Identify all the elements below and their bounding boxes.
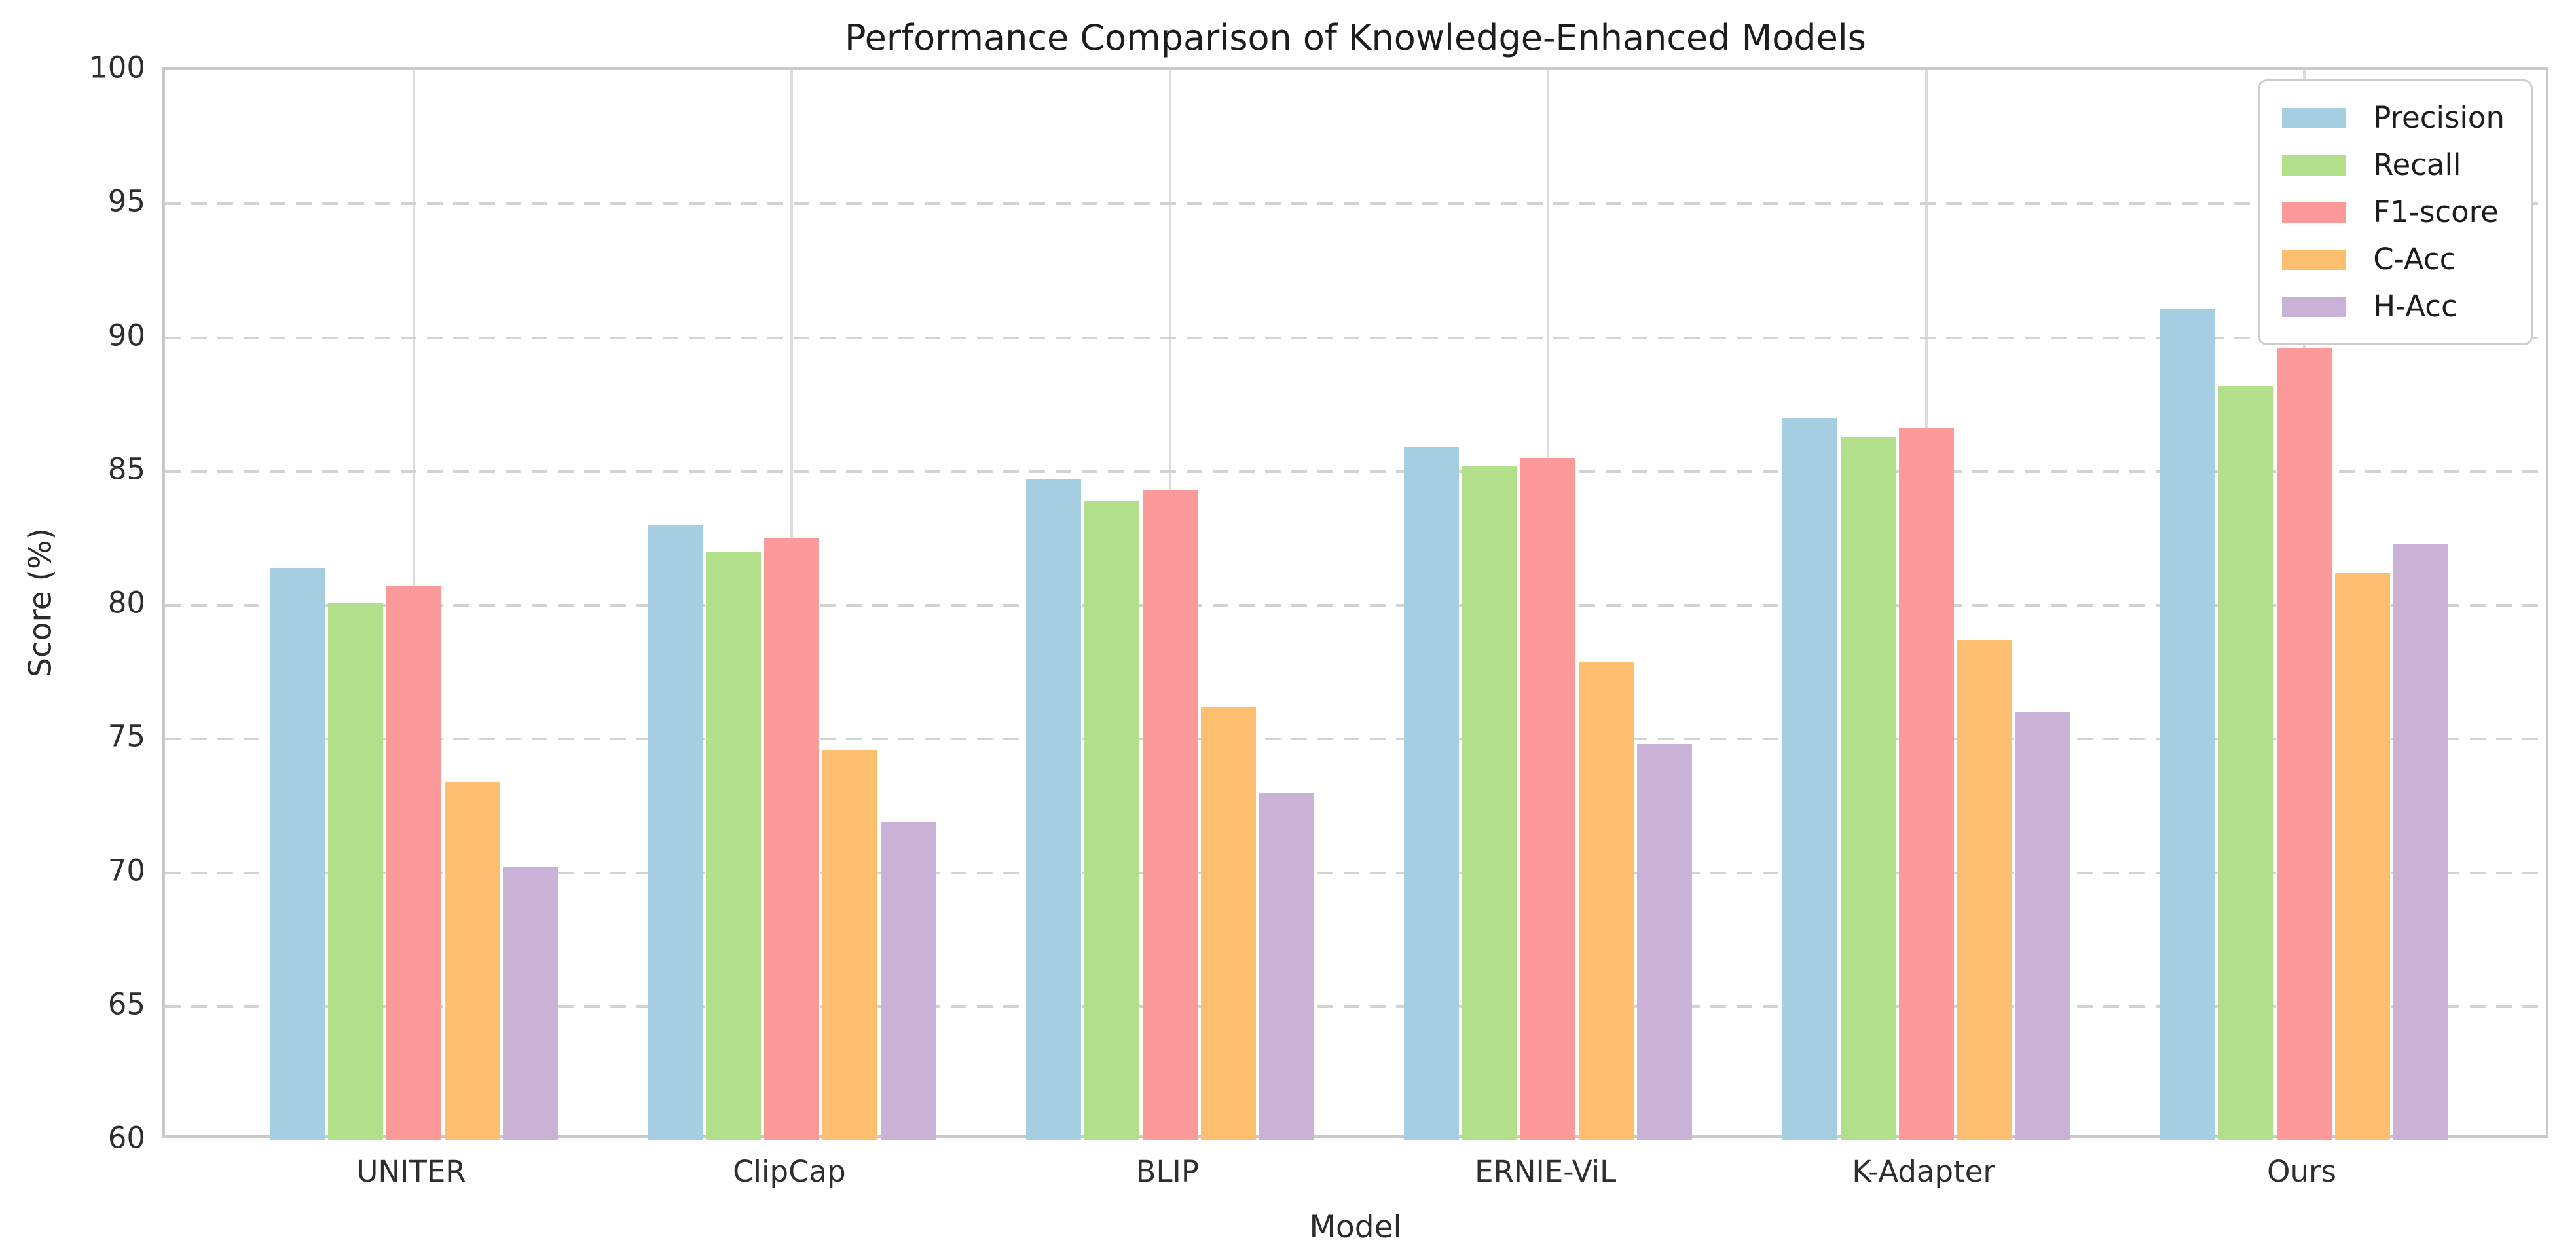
bar-recall-clipcap — [706, 552, 762, 1140]
x-axis-label: Model — [1309, 1209, 1402, 1245]
legend-item-c-acc: C-Acc — [2282, 242, 2505, 276]
legend: Precision Recall F1-score C-Acc H-Acc — [2258, 79, 2533, 345]
legend-label-recall: Recall — [2373, 147, 2461, 182]
legend-label-h-acc: H-Acc — [2373, 289, 2457, 324]
legend-item-h-acc: H-Acc — [2282, 290, 2505, 324]
plot-area: Precision Recall F1-score C-Acc H-Acc — [162, 67, 2548, 1140]
bar-c-acc-ernie-vil — [1579, 661, 1634, 1140]
legend-item-precision: Precision — [2282, 101, 2505, 135]
bar-recall-ours — [2218, 386, 2273, 1140]
x-tick-uniter: UNITER — [356, 1154, 466, 1189]
legend-item-f1-score: F1-score — [2282, 195, 2505, 229]
y-tick-65: 65 — [107, 987, 145, 1022]
chart-title: Performance Comparison of Knowledge-Enha… — [845, 17, 1866, 58]
y-gridline-80 — [165, 604, 2546, 607]
y-tick-85: 85 — [107, 451, 145, 487]
y-gridline-90 — [165, 336, 2546, 339]
bar-f1-score-k-adapter — [1898, 428, 1954, 1140]
bar-c-acc-k-adapter — [1957, 640, 2012, 1140]
bar-c-acc-blip — [1200, 707, 1256, 1140]
x-tick-ernie-vil: ERNIE-ViL — [1475, 1154, 1617, 1189]
legend-swatch-f1-score — [2282, 202, 2346, 223]
y-tick-100: 100 — [89, 50, 145, 85]
y-tick-80: 80 — [107, 585, 145, 620]
bar-precision-ours — [2160, 308, 2215, 1140]
bar-precision-k-adapter — [1782, 418, 1837, 1140]
legend-swatch-h-acc — [2282, 296, 2346, 317]
bar-f1-score-blip — [1142, 490, 1198, 1140]
bar-recall-blip — [1084, 500, 1139, 1140]
y-gridline-65 — [165, 1005, 2546, 1008]
bar-precision-ernie-vil — [1404, 447, 1460, 1140]
bar-precision-uniter — [270, 567, 325, 1140]
bar-precision-blip — [1025, 479, 1081, 1140]
bar-h-acc-k-adapter — [2015, 712, 2070, 1140]
legend-label-c-acc: C-Acc — [2373, 242, 2456, 276]
bar-f1-score-clipcap — [764, 538, 820, 1140]
y-tick-75: 75 — [107, 719, 145, 754]
y-tick-60: 60 — [107, 1120, 145, 1156]
y-gridline-85 — [165, 470, 2546, 473]
bar-h-acc-clipcap — [881, 821, 936, 1140]
y-tick-70: 70 — [107, 853, 145, 888]
legend-label-f1-score: F1-score — [2373, 195, 2499, 229]
bar-recall-ernie-vil — [1462, 466, 1518, 1140]
bar-f1-score-ernie-vil — [1520, 458, 1576, 1140]
bar-f1-score-uniter — [386, 586, 441, 1140]
bar-f1-score-ours — [2277, 348, 2332, 1140]
bar-recall-k-adapter — [1840, 436, 1896, 1140]
legend-label-precision: Precision — [2373, 100, 2505, 135]
x-tick-blip: BLIP — [1135, 1154, 1199, 1189]
y-gridline-70 — [165, 871, 2546, 874]
x-tick-clipcap: ClipCap — [733, 1154, 846, 1189]
legend-swatch-recall — [2282, 155, 2346, 176]
x-tick-ours: Ours — [2267, 1154, 2336, 1189]
legend-swatch-precision — [2282, 107, 2346, 128]
y-gridline-75 — [165, 738, 2546, 741]
y-tick-90: 90 — [107, 318, 145, 352]
y-tick-95: 95 — [107, 183, 145, 219]
bar-h-acc-ernie-vil — [1637, 744, 1693, 1140]
bar-c-acc-clipcap — [822, 749, 878, 1140]
legend-item-recall: Recall — [2282, 148, 2505, 182]
legend-swatch-c-acc — [2282, 249, 2346, 270]
bar-precision-clipcap — [648, 525, 703, 1140]
bar-recall-uniter — [328, 602, 383, 1140]
y-gridline-95 — [165, 202, 2546, 206]
bar-h-acc-blip — [1259, 792, 1314, 1140]
bar-c-acc-ours — [2335, 573, 2390, 1140]
bar-h-acc-ours — [2393, 544, 2448, 1140]
x-tick-k-adapter: K-Adapter — [1852, 1154, 1995, 1189]
bar-c-acc-uniter — [445, 781, 500, 1140]
bar-h-acc-uniter — [503, 867, 558, 1140]
